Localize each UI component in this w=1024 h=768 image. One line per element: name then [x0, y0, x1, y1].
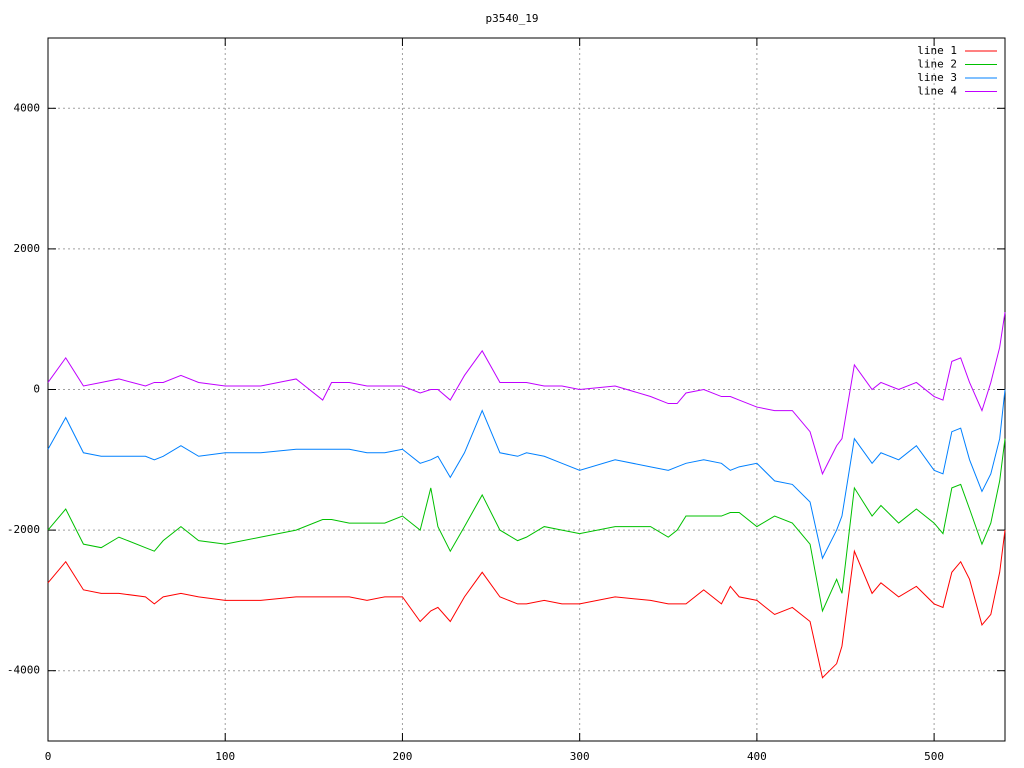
- x-tick-label: 300: [570, 750, 590, 763]
- legend-label: line 1: [917, 44, 957, 57]
- y-tick-label: 4000: [14, 101, 41, 114]
- legend-label: line 4: [917, 85, 957, 98]
- x-tick-label: 100: [215, 750, 235, 763]
- line-series: [47, 530, 1006, 679]
- plot-border: [47, 37, 1006, 742]
- y-tick-label: 2000: [14, 242, 41, 255]
- legend-label: line 2: [917, 58, 957, 71]
- x-tick-label: 400: [747, 750, 767, 763]
- line-series: [47, 312, 1006, 476]
- legend-label: line 3: [917, 71, 957, 84]
- x-tick-label: 200: [393, 750, 413, 763]
- y-tick-label: -2000: [7, 523, 40, 536]
- x-tick-label: 0: [45, 750, 52, 763]
- chart-title: p3540_19: [486, 12, 539, 25]
- x-tick-label: 500: [924, 750, 944, 763]
- y-tick-label: -4000: [7, 664, 40, 677]
- line-series: [47, 389, 1006, 560]
- y-tick-label: 0: [33, 383, 40, 396]
- line-series: [47, 438, 1006, 613]
